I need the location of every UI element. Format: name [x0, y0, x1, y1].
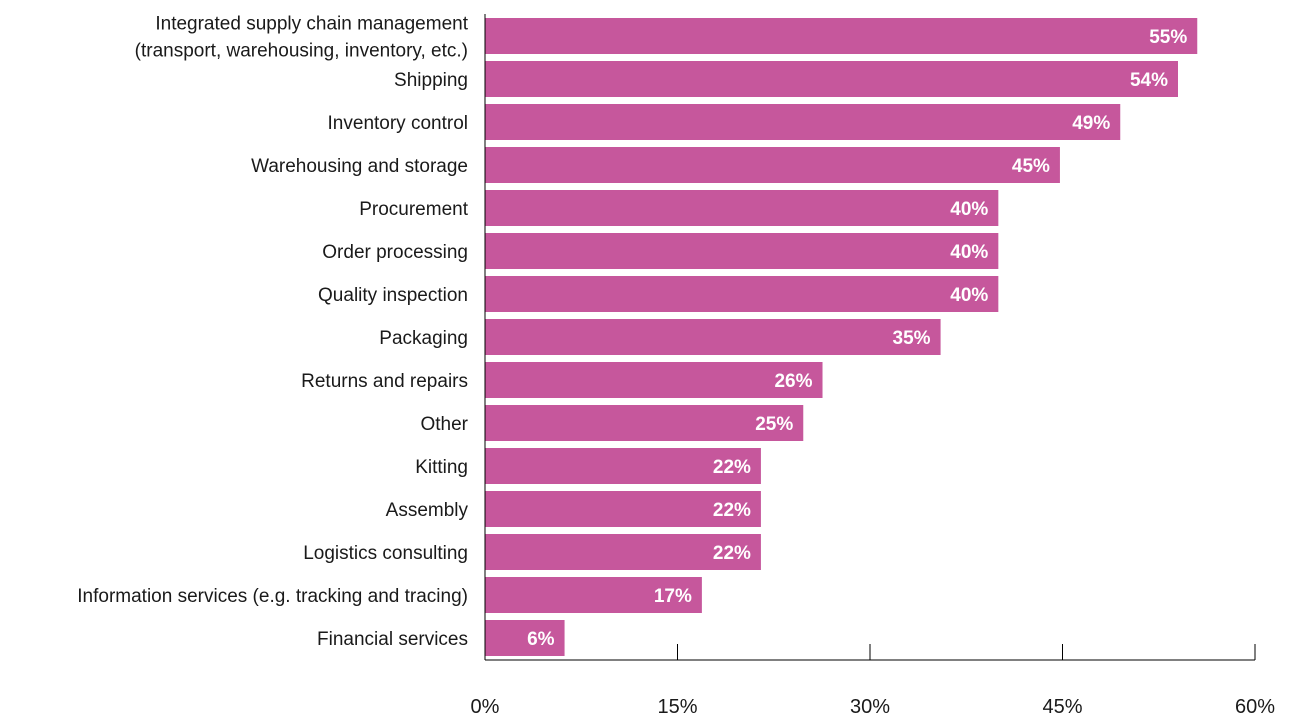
bar	[485, 620, 565, 656]
bar-value-label: 26%	[774, 371, 812, 392]
bar	[485, 577, 702, 613]
bar	[485, 405, 804, 441]
bar-value-label: 54%	[1130, 70, 1168, 91]
bar	[485, 61, 1178, 97]
bar	[485, 190, 999, 226]
bar	[485, 362, 823, 398]
category-label: Returns and repairs	[301, 371, 468, 392]
bar-value-label: 40%	[950, 242, 988, 263]
category-label: Warehousing and storage	[251, 156, 468, 177]
bar-value-label: 40%	[950, 199, 988, 220]
bar-value-label: 40%	[950, 285, 988, 306]
bar-value-label: 55%	[1149, 27, 1187, 48]
bar	[485, 147, 1060, 183]
bar	[485, 448, 761, 484]
bar	[485, 233, 999, 269]
x-tick-label: 0%	[471, 696, 500, 718]
category-label: Other	[420, 414, 468, 435]
bar	[485, 18, 1198, 54]
category-label: Kitting	[415, 457, 468, 478]
bar-value-label: 49%	[1072, 113, 1110, 134]
bar	[485, 534, 761, 570]
category-label: Procurement	[359, 199, 468, 220]
category-label: Information services (e.g. tracking and …	[77, 586, 468, 607]
category-label: Financial services	[317, 629, 468, 650]
x-tick-label: 15%	[657, 696, 697, 718]
category-label: Quality inspection	[318, 285, 468, 306]
category-label: Logistics consulting	[303, 543, 468, 564]
x-axis: 0% 15% 30% 45% 60%	[471, 14, 1275, 718]
bar	[485, 319, 941, 355]
bar	[485, 276, 999, 312]
category-label: Inventory control	[328, 113, 468, 134]
bar-value-label: 45%	[1012, 156, 1050, 177]
bars-group: 55% Integrated supply chain management (tr…	[77, 14, 1198, 656]
bar-value-label: 35%	[893, 328, 931, 349]
bar-value-label: 22%	[713, 543, 751, 564]
bar-value-label: 22%	[713, 457, 751, 478]
bar	[485, 104, 1121, 140]
category-label: (transport, warehousing, inventory, etc.…	[135, 41, 468, 62]
category-label: Packaging	[379, 328, 468, 349]
bar-value-label: 22%	[713, 500, 751, 521]
x-tick-label: 30%	[850, 696, 890, 718]
bar	[485, 491, 761, 527]
category-label: Shipping	[394, 70, 468, 91]
bar-value-label: 17%	[654, 586, 692, 607]
bar-value-label: 25%	[755, 414, 793, 435]
x-tick-label: 45%	[1042, 696, 1082, 718]
category-label: Assembly	[386, 500, 469, 521]
x-tick-label: 60%	[1235, 696, 1275, 718]
category-label: Order processing	[322, 242, 468, 263]
bar-value-label: 6%	[527, 629, 555, 650]
category-label: Integrated supply chain management	[155, 14, 468, 35]
